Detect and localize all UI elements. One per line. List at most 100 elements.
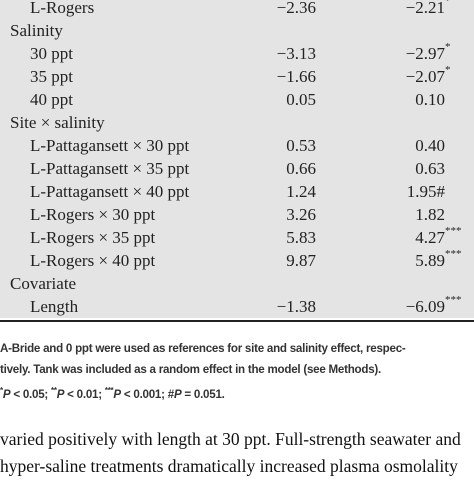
- cell-value: 5.83: [286, 226, 316, 249]
- significance-mark: ***: [104, 386, 114, 395]
- table-row: L-Rogers × 40 ppt 9.87 5.89 ***: [0, 248, 474, 272]
- significance-mark: *: [445, 64, 451, 76]
- cell-value: 0.53: [286, 134, 316, 157]
- significance-mark: ***: [445, 248, 462, 260]
- row-label: L-Rogers × 35 ppt: [30, 228, 156, 247]
- table-row: L-Pattagansett × 35 ppt 0.66 0.63: [0, 157, 474, 180]
- row-label: L-Pattagansett × 30 ppt: [30, 136, 190, 155]
- p-threshold: < 0.001;: [120, 387, 165, 401]
- cell-text: 1.95#: [406, 182, 445, 201]
- cell-text: 1.24: [286, 182, 316, 201]
- p-symbol: P: [2, 387, 11, 401]
- cell-value: 1.95#: [340, 180, 445, 203]
- group-header: Covariate: [0, 272, 474, 295]
- significance-mark: ***: [445, 225, 462, 237]
- results-table: L-Rogers −2.36 −2.21 * Salinity 30 ppt −3.13 −2…: [0, 0, 474, 318]
- cell-text: 5.89: [415, 251, 445, 270]
- cell-value: 0.05: [286, 88, 316, 111]
- significance-mark: *: [445, 0, 451, 7]
- cell-text: 0.05: [286, 90, 316, 109]
- table-row: L-Pattagansett × 30 ppt 0.53 0.40: [0, 134, 474, 157]
- cell-value: 1.24: [286, 180, 316, 203]
- footnote-line: A-Bride and 0 ppt were used as reference…: [0, 342, 406, 355]
- table-row: L-Rogers −2.36 −2.21 *: [0, 0, 474, 19]
- cell-text: −2.97: [405, 44, 445, 63]
- footnote-line: tively. Tank was included as a random ef…: [0, 363, 382, 376]
- row-label: L-Rogers × 30 ppt: [30, 205, 156, 224]
- cell-text: 0.53: [286, 136, 316, 155]
- body-line: varied positively with length at 30 ppt.…: [0, 429, 461, 449]
- group-title: Covariate: [10, 274, 77, 293]
- row-group: Covariate Length −1.38 −6.09 ***: [0, 272, 474, 318]
- row-label: L-Rogers: [30, 0, 95, 17]
- cell-text: 1.82: [415, 205, 445, 224]
- p-threshold: = 0.051.: [181, 387, 225, 401]
- cell-text: −2.21: [405, 0, 445, 17]
- group-title: Site × salinity: [10, 113, 105, 132]
- p-symbol: P: [56, 387, 65, 401]
- row-label: L-Rogers × 40 ppt: [30, 251, 156, 270]
- cell-text: 4.27: [415, 228, 445, 247]
- p-symbol: P: [173, 387, 182, 401]
- cell-text: 3.26: [286, 205, 316, 224]
- row-group: Salinity 30 ppt −3.13 −2.97 * 35 ppt −1.66 −2.0…: [0, 19, 474, 111]
- cell-value: −6.09 ***: [340, 294, 462, 318]
- row-label: L-Pattagansett × 35 ppt: [30, 159, 190, 178]
- table-row: 40 ppt 0.05 0.10: [0, 88, 474, 111]
- table-row: L-Rogers × 30 ppt 3.26 1.82: [0, 203, 474, 226]
- p-threshold: < 0.05;: [10, 387, 48, 401]
- cell-text: 0.63: [415, 159, 445, 178]
- row-group: Site × salinity L-Pattagansett × 30 ppt 0.…: [0, 111, 474, 272]
- table-row: L-Rogers × 35 ppt 5.83 4.27 ***: [0, 225, 474, 249]
- group-title: Salinity: [10, 21, 63, 40]
- row-label: 40 ppt: [30, 90, 73, 109]
- cell-value: −2.97 *: [340, 41, 451, 65]
- body-line: hyper-saline treatments dramatically inc…: [0, 456, 458, 476]
- cell-text: −2.36: [276, 0, 316, 17]
- cell-value: 0.40: [340, 134, 445, 157]
- row-label: 35 ppt: [30, 67, 73, 86]
- cell-value: 0.63: [340, 157, 445, 180]
- cell-text: 9.87: [286, 251, 316, 270]
- row-label: 30 ppt: [30, 44, 73, 63]
- cell-text: −3.13: [276, 44, 316, 63]
- cell-value: −2.07 *: [340, 64, 451, 88]
- row-label: L-Pattagansett × 40 ppt: [30, 182, 190, 201]
- p-symbol: P: [113, 387, 121, 401]
- cell-text: −6.09: [405, 297, 445, 316]
- cell-value: 0.66: [286, 157, 316, 180]
- cell-value: 5.89 ***: [340, 248, 461, 272]
- cell-value: 1.82: [340, 203, 445, 226]
- cell-value: −3.13: [277, 42, 316, 65]
- table-row: L-Pattagansett × 40 ppt 1.24 1.95#: [0, 180, 474, 203]
- table-row: 35 ppt −1.66 −2.07 *: [0, 64, 474, 88]
- significance-mark: *: [445, 41, 451, 53]
- row-label: Length: [30, 297, 79, 316]
- significance-mark: *: [0, 386, 3, 395]
- cell-text: 5.83: [286, 228, 316, 247]
- significance-mark: #: [167, 387, 174, 401]
- table-row: Length −1.38 −6.09 ***: [0, 294, 474, 318]
- cell-value: 9.87: [286, 249, 316, 272]
- cell-value: −1.66: [277, 65, 316, 88]
- body-text: varied positively with length at 30 ppt.…: [0, 426, 474, 480]
- table-footnote: A-Bride and 0 ppt were used as reference…: [0, 338, 474, 405]
- partial-group: L-Rogers −2.36 −2.21 *: [0, 0, 474, 19]
- cell-text: −1.66: [276, 67, 316, 86]
- cell-value: 3.26: [286, 203, 316, 226]
- cell-text: 0.40: [415, 136, 445, 155]
- cell-text: −1.38: [276, 297, 316, 316]
- cell-text: −2.07: [405, 67, 445, 86]
- cell-value: 0.10: [340, 88, 445, 111]
- group-header: Site × salinity: [0, 111, 474, 134]
- significance-mark: **: [50, 386, 57, 395]
- table-rule: [0, 320, 474, 322]
- cell-value: −1.38: [277, 295, 316, 318]
- cell-value: 4.27 ***: [340, 225, 461, 249]
- p-threshold: < 0.01;: [64, 387, 102, 401]
- footnote-line: *P < 0.05; **P < 0.01; ***P < 0.001; #P …: [0, 380, 474, 405]
- cell-value: −2.21 *: [340, 0, 451, 19]
- significance-mark: ***: [445, 294, 462, 306]
- group-header: Salinity: [0, 19, 474, 42]
